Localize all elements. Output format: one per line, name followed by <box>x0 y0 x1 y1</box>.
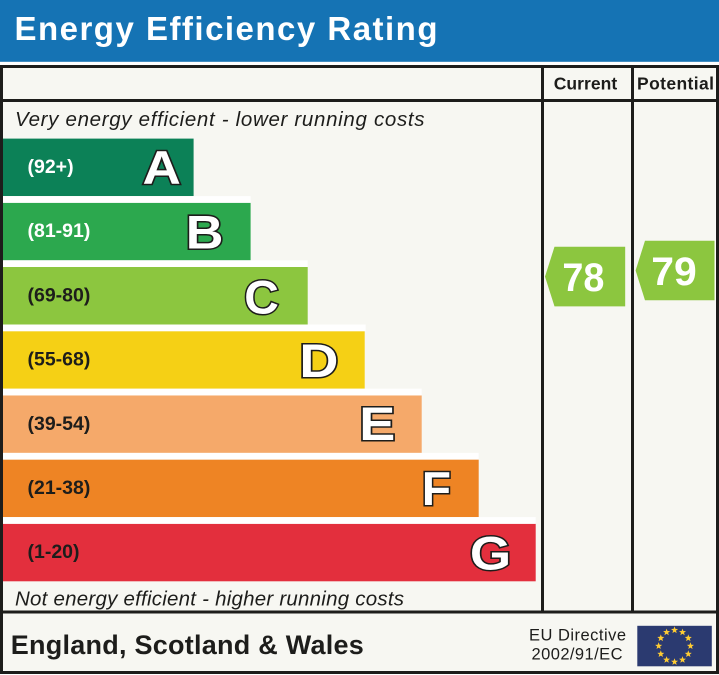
svg-text:Energy Efficiency Rating: Energy Efficiency Rating <box>15 10 438 47</box>
svg-text:Not energy efficient - higher: Not energy efficient - higher running co… <box>15 588 404 611</box>
svg-text:(39-54): (39-54) <box>28 413 91 435</box>
svg-text:Current: Current <box>554 74 618 94</box>
svg-text:Very energy efficient - lower: Very energy efficient - lower running co… <box>15 108 425 131</box>
svg-text:(1-20): (1-20) <box>28 541 80 563</box>
svg-text:C: C <box>244 272 279 324</box>
svg-text:(92+): (92+) <box>28 156 74 178</box>
svg-text:(55-68): (55-68) <box>28 349 91 371</box>
svg-text:Potential: Potential <box>637 74 714 94</box>
svg-text:2002/91/EC: 2002/91/EC <box>532 645 623 663</box>
svg-text:(69-80): (69-80) <box>28 284 91 306</box>
svg-text:D: D <box>299 334 338 387</box>
svg-text:E: E <box>359 397 395 450</box>
svg-text:78: 78 <box>562 256 604 300</box>
svg-text:G: G <box>470 527 511 579</box>
svg-text:79: 79 <box>651 250 697 294</box>
svg-text:B: B <box>186 206 224 259</box>
svg-text:F: F <box>422 463 451 515</box>
svg-text:(21-38): (21-38) <box>28 477 91 499</box>
svg-text:England, Scotland & Wales: England, Scotland & Wales <box>11 630 364 660</box>
svg-text:A: A <box>143 142 181 194</box>
svg-text:EU Directive: EU Directive <box>529 627 626 645</box>
svg-text:(81-91): (81-91) <box>28 220 91 242</box>
